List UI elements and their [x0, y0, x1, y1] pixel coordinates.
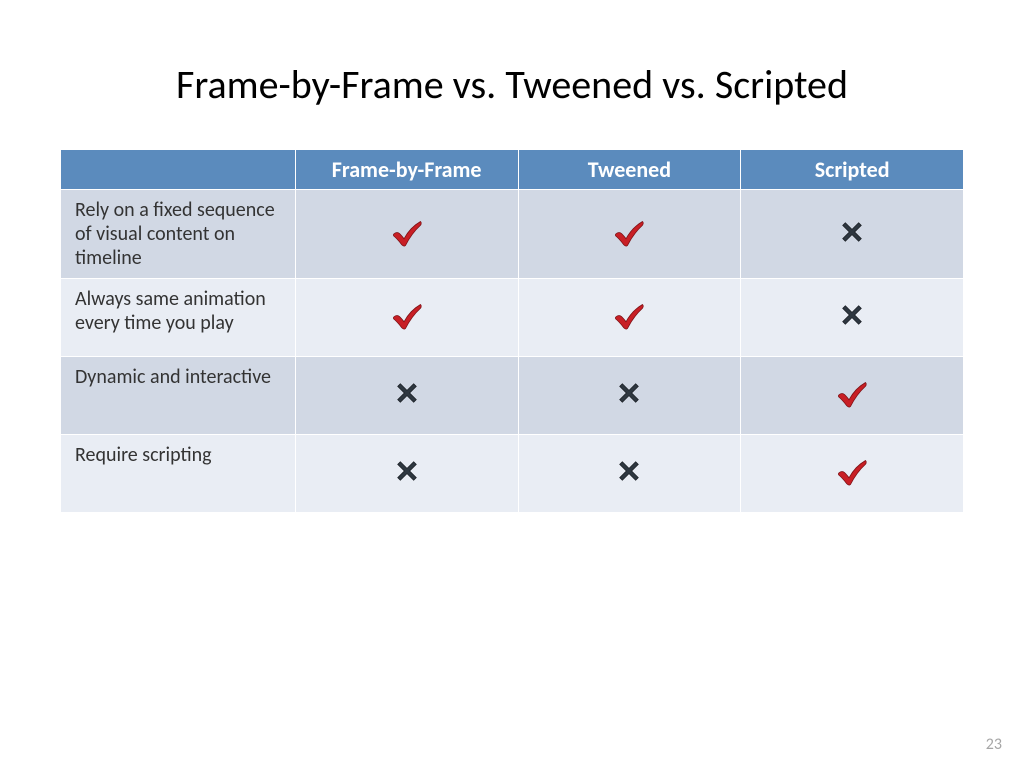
table-cell — [295, 435, 518, 513]
row-label: Always same animation every time you pla… — [61, 279, 296, 357]
table-cell — [741, 435, 964, 513]
table-cell — [295, 279, 518, 357]
page-title: Frame-by-Frame vs. Tweened vs. Scripted — [60, 60, 964, 109]
row-label: Require scripting — [61, 435, 296, 513]
cross-icon — [611, 377, 647, 413]
table-row: Dynamic and interactive — [61, 357, 964, 435]
table-cell — [518, 357, 741, 435]
table-cell — [518, 279, 741, 357]
table-cell — [518, 435, 741, 513]
table-row: Always same animation every time you pla… — [61, 279, 964, 357]
comparison-table: Frame-by-Frame Tweened Scripted Rely on … — [60, 149, 964, 513]
table-cell — [741, 190, 964, 279]
table-header-cell: Scripted — [741, 150, 964, 190]
table-row: Rely on a fixed sequence of visual conte… — [61, 190, 964, 279]
check-icon — [611, 297, 647, 333]
row-label: Dynamic and interactive — [61, 357, 296, 435]
table-header-cell: Tweened — [518, 150, 741, 190]
cross-icon — [611, 455, 647, 491]
slide: Frame-by-Frame vs. Tweened vs. Scripted … — [0, 0, 1024, 768]
table-cell — [295, 190, 518, 279]
table-header-row: Frame-by-Frame Tweened Scripted — [61, 150, 964, 190]
table-cell — [741, 357, 964, 435]
table-body: Rely on a fixed sequence of visual conte… — [61, 190, 964, 513]
check-icon — [834, 375, 870, 411]
page-number: 23 — [986, 735, 1002, 754]
table-header-blank — [61, 150, 296, 190]
cross-icon — [834, 299, 870, 335]
table-cell — [518, 190, 741, 279]
cross-icon — [389, 455, 425, 491]
table-header-cell: Frame-by-Frame — [295, 150, 518, 190]
check-icon — [389, 214, 425, 250]
cross-icon — [834, 216, 870, 252]
table-cell — [295, 357, 518, 435]
check-icon — [389, 297, 425, 333]
check-icon — [834, 453, 870, 489]
cross-icon — [389, 377, 425, 413]
check-icon — [611, 214, 647, 250]
table-row: Require scripting — [61, 435, 964, 513]
table-cell — [741, 279, 964, 357]
row-label: Rely on a fixed sequence of visual conte… — [61, 190, 296, 279]
